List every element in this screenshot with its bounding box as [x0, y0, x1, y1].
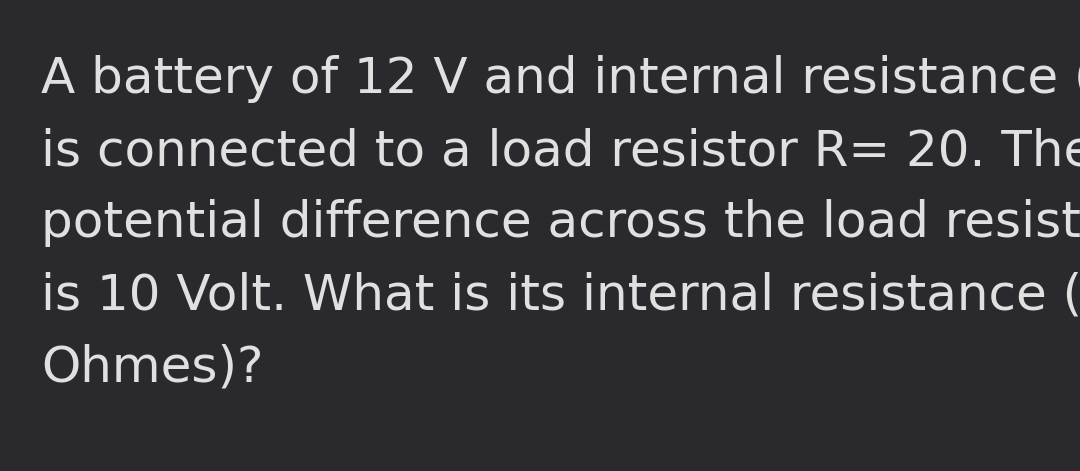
Text: is 10 Volt. What is its internal resistance (in: is 10 Volt. What is its internal resista… — [41, 271, 1080, 319]
Text: A battery of 12 V and internal resistance (r): A battery of 12 V and internal resistanc… — [41, 55, 1080, 103]
Text: is connected to a load resistor R= 20. The: is connected to a load resistor R= 20. T… — [41, 127, 1080, 175]
Text: potential difference across the load resistor: potential difference across the load res… — [41, 199, 1080, 247]
Text: Ohmes)?: Ohmes)? — [41, 343, 264, 391]
